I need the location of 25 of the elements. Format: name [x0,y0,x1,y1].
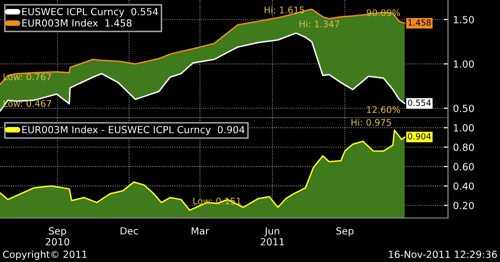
y-tick-label: 0.20 [454,202,474,210]
x-tick-label: Sep [336,227,354,236]
y-tick-label: 1.00 [454,124,474,132]
legend-label: EUSWEC ICPL Curncy 0.554 [22,8,158,18]
x-tick-label: Sep 2010 [46,227,70,246]
data-label: 0.554 [408,100,431,106]
annotation: Hi: 1.615 [264,6,304,14]
text: Copyright© 2011 [3,250,87,260]
x-tick-label: Mar [192,227,210,235]
y-tick-label: 0.40 [454,182,474,190]
data-label: 1.458 [408,19,431,26]
y-tick-label: 0.50 [454,104,474,112]
text: 16-Nov-2011 12:29:36 [388,250,497,258]
annotation: Hi: 0.975 [352,118,391,126]
y-tick-label: 1.50 [454,16,474,24]
legend-label: EUR003M Index - EUSWEC ICPL Curncy 0.904 [22,126,244,136]
x-tick-label: Dec [120,227,138,235]
y-tick-label: 0.60 [454,163,474,170]
y-tick-label: 0.80 [454,144,474,151]
y-tick-label: 1.00 [454,60,474,68]
x-tick-label: Jun 2011 [260,227,284,246]
annotation: 12.60% [367,106,400,114]
data-label: 0.904 [408,133,431,140]
legend-label: EUR003M Index 1.458 [22,19,132,27]
annotation: Hi: 1.347 [300,20,340,28]
